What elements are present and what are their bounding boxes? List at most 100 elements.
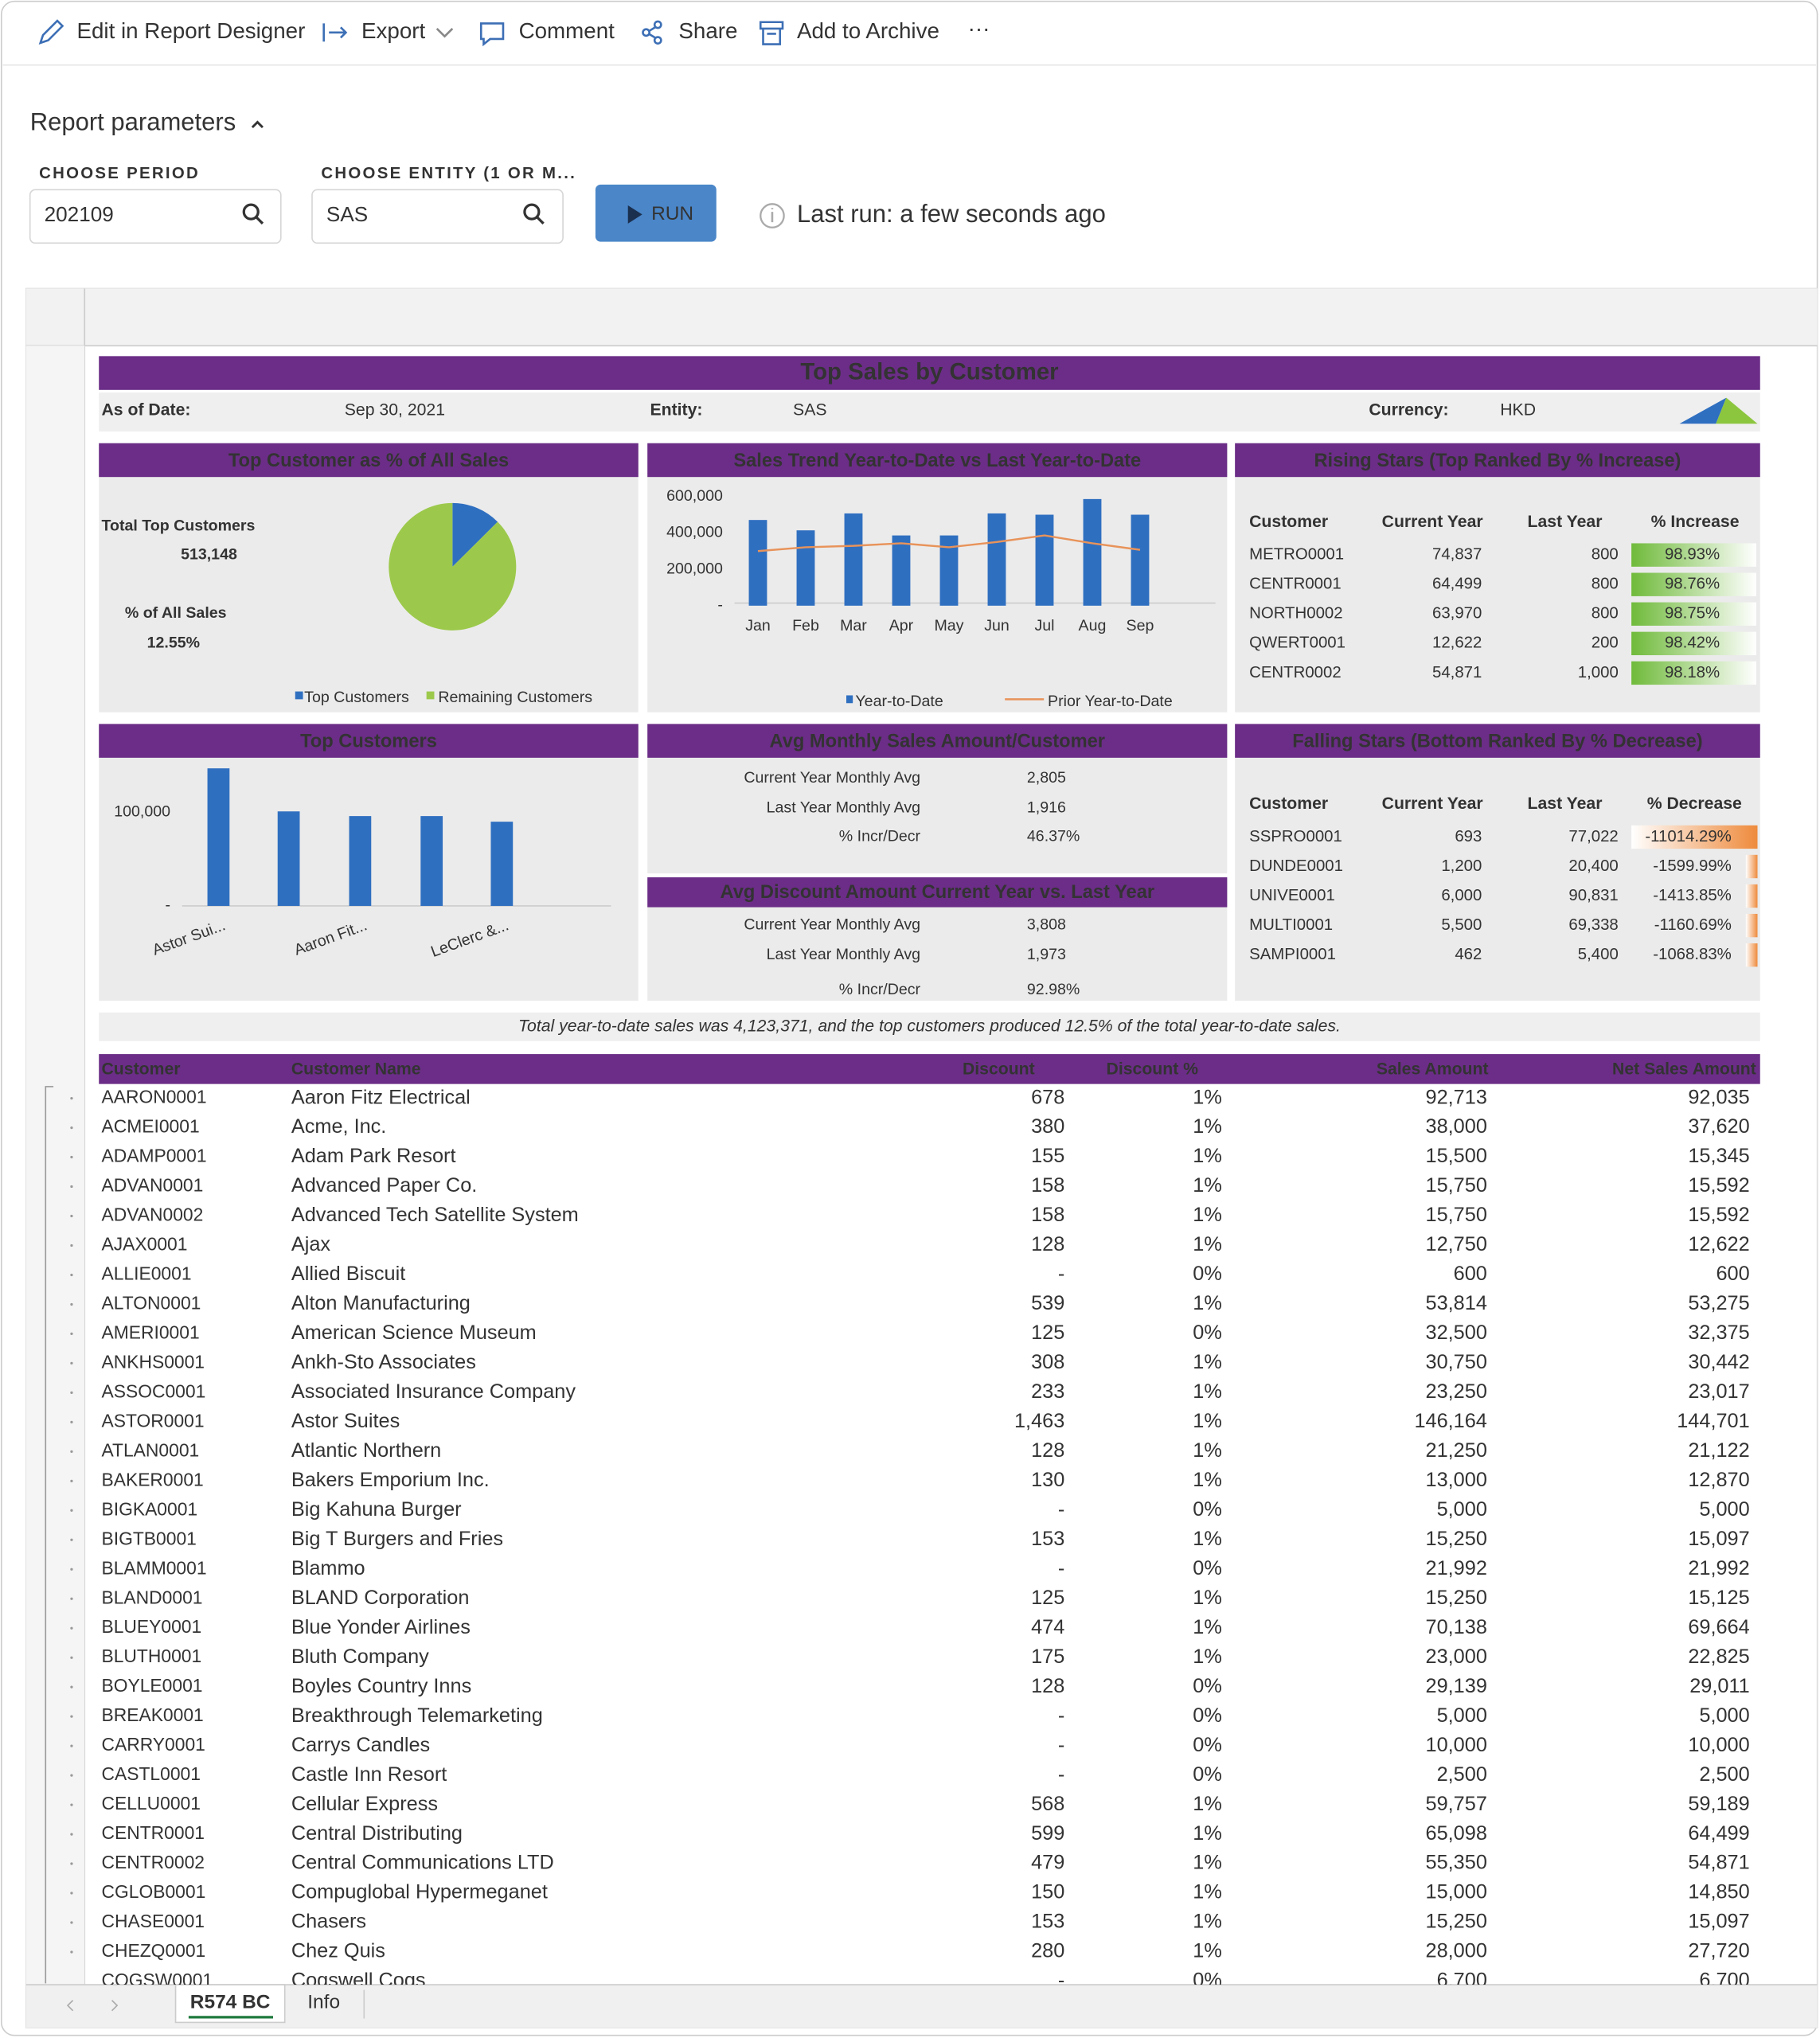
cell: NORTH0002 [1249, 605, 1342, 623]
row-marker [70, 1833, 73, 1836]
avg-sales-panel-title: Avg Monthly Sales Amount/Customer [770, 731, 1105, 752]
row-marker [70, 1420, 73, 1423]
bar [844, 513, 863, 606]
table-cell: AJAX0001 [101, 1234, 187, 1255]
table-cell: 53,814 [1426, 1292, 1487, 1314]
sheet-header-band [25, 288, 1818, 346]
table-cell: 0% [1193, 1970, 1222, 1992]
legend-swatch [846, 695, 853, 704]
more-menu[interactable]: ··· [968, 16, 990, 41]
cell: 5,500 [1441, 916, 1482, 934]
table-cell: AMERI0001 [101, 1322, 199, 1342]
toolbar-item[interactable]: Comment [519, 18, 615, 43]
table-cell: Alton Manufacturing [291, 1292, 471, 1314]
row-marker [70, 1126, 73, 1130]
data-bar [1745, 913, 1758, 938]
y-tick-label: - [165, 896, 170, 914]
avg-value: 46.37% [1027, 828, 1080, 845]
x-tick-label: Sep [1127, 617, 1154, 634]
table-cell: 1% [1193, 1587, 1222, 1609]
table-cell: 13,000 [1426, 1469, 1487, 1491]
table-cell: 280 [1031, 1940, 1064, 1962]
column-header: Customer [1249, 795, 1328, 813]
cell: 98.18% [1665, 664, 1720, 681]
cell: -1160.69% [1654, 916, 1732, 934]
share-label: % of All Sales [125, 604, 227, 622]
toolbar-icons [38, 19, 784, 47]
toolbar-item[interactable]: Share [678, 18, 737, 43]
table-cell: 15,250 [1426, 1587, 1487, 1609]
table-cell: Chasers [291, 1911, 366, 1933]
table-cell: Bluth Company [291, 1646, 429, 1668]
toolbar-item[interactable]: Export [361, 18, 425, 43]
table-cell: 59,757 [1426, 1793, 1487, 1815]
row-marker [70, 1597, 73, 1600]
cell: 1,000 [1578, 664, 1619, 681]
data-bar [1631, 602, 1756, 626]
period-input[interactable] [29, 189, 282, 244]
table-cell: 10,000 [1426, 1734, 1487, 1756]
table-cell: 1% [1193, 1174, 1222, 1197]
entity-input[interactable] [311, 189, 564, 244]
table-cell: 59,189 [1688, 1793, 1749, 1815]
table-cell: 150 [1031, 1881, 1064, 1903]
table-cell: BLAND Corporation [291, 1587, 470, 1609]
table-cell: BIGTB0001 [101, 1528, 196, 1548]
table-cell: Blue Yonder Airlines [291, 1616, 471, 1638]
cell: 54,871 [1432, 664, 1482, 681]
table-cell: 5,000 [1437, 1704, 1487, 1727]
cell: 800 [1592, 605, 1619, 623]
pie-slice [389, 502, 517, 631]
row-marker [70, 1921, 73, 1924]
group-bracket [45, 1086, 54, 1984]
table-cell: 128 [1031, 1233, 1064, 1255]
row-marker [70, 1302, 73, 1306]
search-icons [242, 203, 545, 224]
avg-label: Current Year Monthly Avg [744, 916, 920, 934]
cell: MULTI0001 [1249, 916, 1333, 934]
table-cell: 64,499 [1688, 1822, 1749, 1845]
data-bar [1631, 825, 1758, 849]
toolbar-item[interactable]: Edit in Report Designer [76, 18, 305, 43]
table-header-bar [99, 1054, 1760, 1084]
table-cell: 32,375 [1688, 1322, 1749, 1344]
legend-label: Year-to-Date [855, 693, 943, 710]
table-cell: AARON0001 [101, 1087, 206, 1107]
sheet-tab[interactable]: Info [307, 1991, 340, 2013]
x-tick-label: Jul [1034, 617, 1054, 634]
y-tick-label: - [717, 596, 723, 614]
sheet-tab[interactable]: R574 BC [190, 1991, 271, 2013]
table-cell: 0% [1193, 1675, 1222, 1697]
table-cell: Ajax [291, 1233, 331, 1255]
field-value: SAS [326, 202, 368, 226]
table-cell: 128 [1031, 1675, 1064, 1697]
table-cell: 21,992 [1688, 1557, 1749, 1579]
table-cell: ATLAN0001 [101, 1439, 199, 1460]
logo [1716, 397, 1758, 424]
run-button[interactable] [595, 184, 717, 242]
topcust-panel-title: Top Customers [300, 731, 437, 752]
table-cell: BIGKA0001 [101, 1498, 197, 1519]
table-cell: 12,750 [1426, 1233, 1487, 1255]
report-info: Entity: [650, 401, 702, 420]
tab-arrows[interactable] [66, 2000, 119, 2012]
table-cell: 21,122 [1688, 1439, 1749, 1462]
table-cell: Boyles Country Inns [291, 1675, 471, 1697]
summary-note: Total year-to-date sales was 4,123,371, … [518, 1017, 1341, 1035]
row-marker [70, 1332, 73, 1336]
toolbar-item[interactable]: Add to Archive [797, 18, 939, 43]
table-cell: 70,138 [1426, 1616, 1487, 1638]
table-cell: 15,592 [1688, 1174, 1749, 1197]
table-cell: 15,592 [1688, 1204, 1749, 1226]
report-info: SAS [793, 401, 826, 420]
table-cell: Cellular Express [291, 1793, 438, 1815]
table-cell: 1% [1193, 1822, 1222, 1845]
data-bar [1631, 572, 1756, 596]
table-cell: 0% [1193, 1498, 1222, 1521]
column-header: Last Year [1528, 795, 1603, 813]
table-cell: 0% [1193, 1322, 1222, 1344]
table-cell: 1% [1193, 1233, 1222, 1255]
table-cell: BLUEY0001 [101, 1616, 201, 1637]
tab-bar [25, 1985, 1818, 2028]
bar [1083, 498, 1102, 606]
